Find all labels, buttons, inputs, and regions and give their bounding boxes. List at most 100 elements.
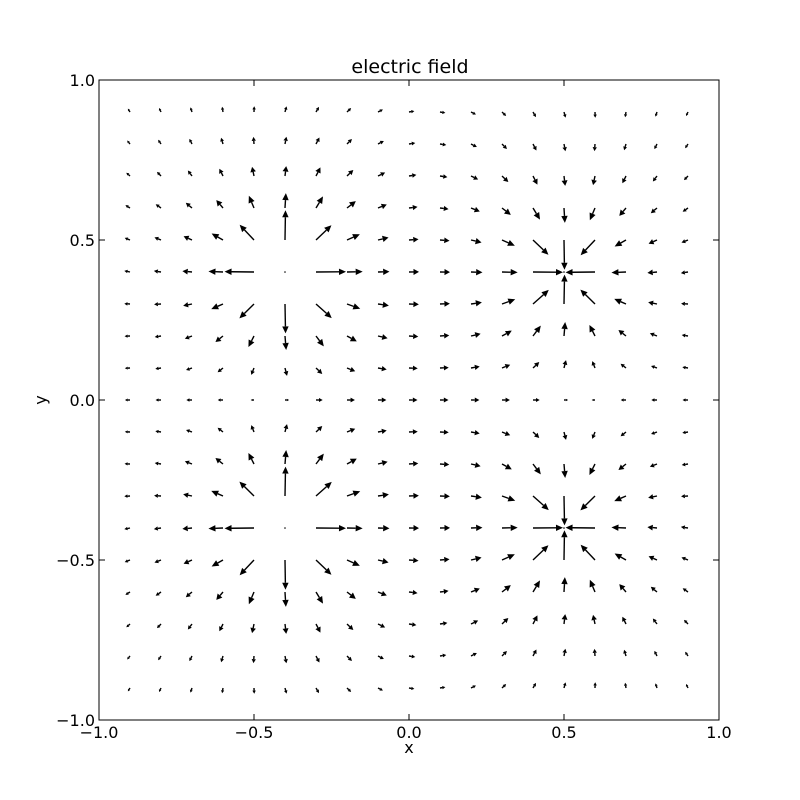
field-arrow: [217, 427, 224, 433]
field-arrow: [219, 168, 224, 177]
field-arrow: [250, 623, 256, 634]
field-arrow: [282, 193, 289, 209]
field-arrow: [155, 204, 162, 209]
field-arrow: [224, 268, 255, 275]
field-arrow: [408, 460, 419, 467]
field-arrow: [239, 224, 255, 241]
field-arrow: [501, 524, 518, 531]
field-arrow: [650, 586, 658, 593]
field-arrow: [501, 684, 507, 689]
field-arrow: [183, 302, 193, 308]
field-arrow: [252, 106, 256, 113]
field-arrow: [346, 458, 357, 465]
field-arrow: [562, 648, 567, 657]
field-arrow: [155, 366, 162, 371]
field-arrow: [439, 332, 450, 339]
field-arrow: [589, 325, 596, 337]
field-arrow: [377, 366, 387, 372]
field-arrow: [532, 649, 537, 657]
field-arrow: [282, 623, 289, 634]
field-arrow: [580, 544, 596, 561]
field-arrow: [187, 170, 193, 177]
field-arrow: [216, 200, 224, 209]
field-arrow: [158, 107, 162, 113]
field-arrow: [378, 397, 387, 403]
field-arrow: [650, 207, 658, 214]
field-arrow: [282, 591, 289, 607]
field-arrow: [532, 239, 549, 255]
field-arrow: [681, 494, 689, 499]
field-arrow: [248, 195, 255, 209]
field-arrow: [649, 332, 658, 337]
field-arrow: [439, 461, 450, 468]
y-tick-label: −1.0: [56, 711, 95, 730]
field-arrow: [189, 655, 193, 662]
field-arrow: [470, 143, 477, 148]
field-arrow: [439, 429, 449, 435]
field-arrow: [346, 559, 360, 566]
x-tick-label: 1.0: [706, 723, 731, 742]
field-arrow: [251, 655, 256, 664]
field-arrow: [377, 558, 389, 565]
field-arrow: [153, 526, 162, 531]
field-arrow: [622, 175, 627, 184]
field-arrow: [501, 269, 518, 276]
field-arrow: [685, 111, 689, 117]
field-arrow: [239, 303, 255, 319]
field-arrow: [154, 559, 162, 564]
field-arrow: [211, 303, 224, 310]
field-arrow: [282, 166, 289, 177]
field-arrow: [680, 270, 689, 275]
field-arrow: [501, 111, 507, 116]
y-tick-label: −0.5: [56, 551, 95, 570]
field-arrow: [470, 652, 477, 657]
field-arrow: [439, 653, 447, 658]
tick-layer: −1.0 −0.5 0.0 0.5 1.0 −1.0 −0.5 0.0 0.5 1.0: [56, 71, 732, 742]
field-arrow: [501, 207, 511, 215]
field-arrow: [156, 623, 162, 629]
field-arrow: [124, 430, 131, 434]
field-arrow: [654, 650, 658, 657]
field-arrow: [315, 303, 332, 319]
field-arrow: [315, 525, 346, 532]
field-arrow: [470, 462, 481, 468]
field-arrow: [501, 495, 516, 502]
field-arrow: [184, 460, 193, 465]
arrow-layer: [124, 106, 689, 694]
field-arrow: [592, 648, 597, 657]
field-arrow: [532, 143, 537, 151]
field-arrow: [408, 686, 415, 690]
field-arrow: [591, 614, 597, 625]
field-arrow: [250, 166, 256, 177]
field-arrow: [622, 616, 627, 625]
field-arrow: [651, 398, 657, 402]
field-arrow: [470, 587, 480, 594]
field-arrow: [682, 398, 688, 402]
field-arrow: [126, 172, 131, 177]
field-arrow: [439, 300, 450, 307]
field-arrow: [127, 655, 131, 660]
field-arrow: [124, 462, 131, 466]
field-arrow: [561, 274, 568, 305]
field-arrow: [562, 360, 568, 369]
field-arrow: [124, 302, 131, 306]
field-arrow: [377, 203, 387, 210]
field-arrow: [501, 431, 511, 436]
field-arrow: [377, 655, 384, 660]
field-arrow: [248, 453, 255, 465]
field-arrow: [501, 239, 515, 246]
field-arrow: [315, 559, 332, 575]
field-arrow: [652, 175, 658, 182]
field-arrow: [654, 143, 658, 150]
field-arrow: [239, 559, 255, 576]
field-arrow: [315, 225, 332, 241]
field-arrow: [685, 143, 689, 149]
field-arrow: [439, 588, 449, 595]
field-arrow: [440, 397, 449, 403]
field-arrow: [611, 269, 627, 276]
x-tick-label: −0.5: [235, 723, 274, 742]
field-arrow: [250, 367, 255, 375]
field-arrow: [651, 365, 658, 369]
field-arrow: [470, 493, 482, 500]
